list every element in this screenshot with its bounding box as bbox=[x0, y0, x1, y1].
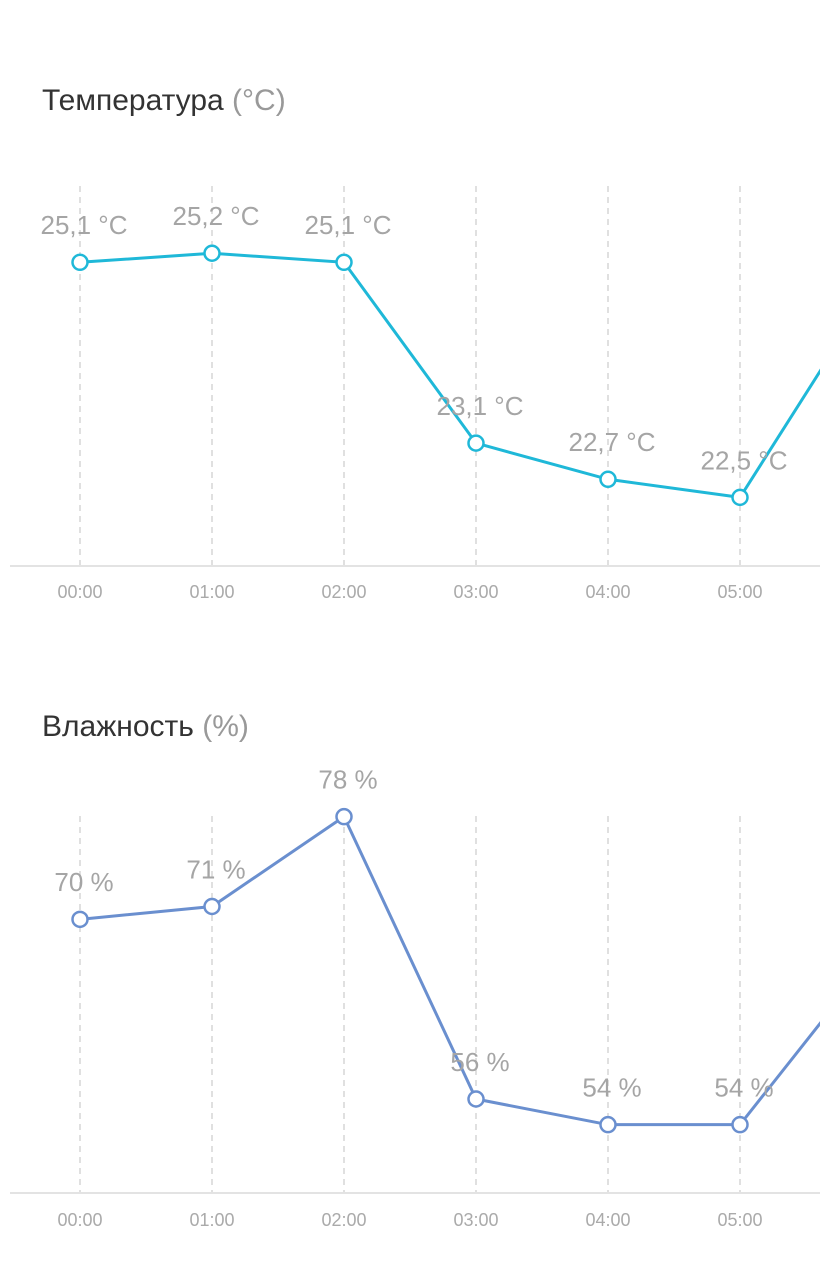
data-point bbox=[731, 1115, 749, 1134]
x-tick-label: 00:00 bbox=[57, 1210, 102, 1230]
data-point bbox=[599, 470, 617, 489]
data-label: 25,1 °C bbox=[304, 210, 391, 240]
data-label: 54 % bbox=[714, 1073, 773, 1103]
data-point bbox=[335, 807, 353, 826]
x-tick-label: 02:00 bbox=[321, 582, 366, 602]
data-point bbox=[335, 253, 353, 272]
chart-title-unit: (°C) bbox=[232, 84, 286, 117]
data-point bbox=[203, 244, 221, 262]
x-tick-label: 05:00 bbox=[717, 582, 762, 602]
x-tick-label: 05:00 bbox=[717, 1210, 762, 1230]
data-label: 54 % bbox=[582, 1073, 641, 1103]
data-point bbox=[467, 434, 485, 452]
x-tick-label: 03:00 bbox=[453, 1210, 498, 1230]
data-label: 71 % bbox=[186, 854, 245, 884]
data-point bbox=[203, 897, 221, 916]
data-label: 22,7 °C bbox=[568, 427, 655, 457]
x-tick-label: 03:00 bbox=[453, 582, 498, 602]
data-label: 25,2 °C bbox=[172, 201, 259, 231]
data-point bbox=[71, 910, 89, 929]
x-tick-label: 04:00 bbox=[585, 582, 630, 602]
x-tick-label: 01:00 bbox=[189, 1210, 234, 1230]
chart-title-text: Влажность bbox=[42, 710, 194, 743]
chart-title: Температура (°C) bbox=[42, 84, 286, 117]
data-label: 23,1 °C bbox=[436, 391, 523, 421]
chart-title: Влажность (%) bbox=[42, 710, 249, 743]
chart-title-text: Температура bbox=[42, 84, 224, 117]
x-tick-label: 04:00 bbox=[585, 1210, 630, 1230]
data-point bbox=[71, 253, 89, 272]
data-point bbox=[731, 488, 749, 507]
data-label: 78 % bbox=[318, 765, 377, 795]
x-tick-label: 02:00 bbox=[321, 1210, 366, 1230]
chart-title-unit: (%) bbox=[202, 710, 249, 743]
data-point bbox=[467, 1090, 485, 1108]
x-tick-label: 01:00 bbox=[189, 582, 234, 602]
data-label: 22,5 °C bbox=[700, 445, 787, 475]
data-label: 56 % bbox=[450, 1047, 509, 1077]
data-label: 25,1 °C bbox=[40, 210, 127, 240]
data-point bbox=[599, 1115, 617, 1134]
data-label: 70 % bbox=[54, 867, 113, 897]
x-tick-label: 00:00 bbox=[57, 582, 102, 602]
